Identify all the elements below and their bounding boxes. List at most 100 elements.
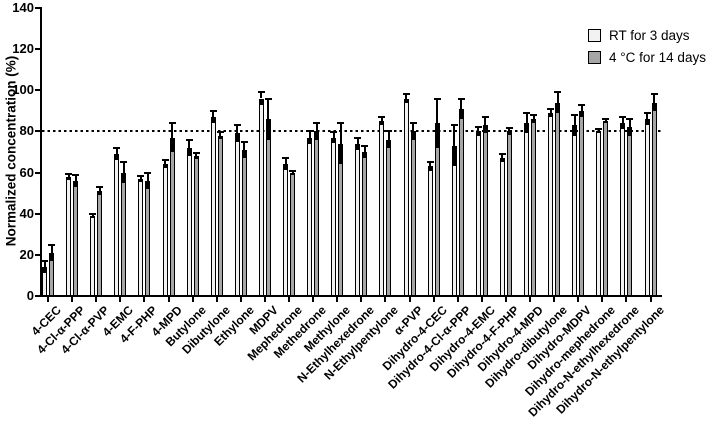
bar-4-°c-for-14-days bbox=[121, 172, 127, 296]
error-bar-cap bbox=[257, 91, 265, 94]
bar-4-°c-for-14-days bbox=[603, 121, 609, 296]
error-bar-whisker bbox=[508, 128, 511, 132]
error-bar-whisker bbox=[363, 145, 366, 152]
error-bar-inner bbox=[43, 267, 46, 274]
x-axis-tick bbox=[167, 297, 170, 302]
error-bar-inner bbox=[356, 143, 360, 150]
error-bar-cap bbox=[505, 127, 513, 130]
error-bar-whisker bbox=[115, 147, 118, 155]
error-bar-whisker bbox=[646, 112, 648, 120]
error-bar-whisker bbox=[243, 141, 246, 150]
error-bar-cap bbox=[498, 153, 506, 156]
error-bar-inner bbox=[332, 137, 336, 143]
error-bar-whisker bbox=[236, 125, 239, 134]
error-bar-whisker bbox=[405, 94, 407, 99]
legend-label-4c: 4 °C for 14 days bbox=[609, 49, 706, 65]
error-bar-cap bbox=[209, 109, 217, 112]
error-bar-inner bbox=[315, 131, 319, 140]
error-bar-inner bbox=[291, 172, 294, 175]
error-bar-inner bbox=[211, 117, 215, 124]
error-bar-whisker bbox=[356, 137, 359, 144]
error-bar-inner bbox=[411, 131, 415, 140]
bar-rt-for-3-days bbox=[258, 98, 264, 296]
error-bar-cap bbox=[571, 113, 579, 116]
error-bar-whisker bbox=[501, 154, 504, 159]
error-bar-cap bbox=[240, 140, 248, 143]
x-axis-tick bbox=[456, 297, 459, 302]
y-axis-tick bbox=[35, 212, 40, 215]
error-bar-inner bbox=[549, 112, 553, 118]
error-bar-cap bbox=[96, 185, 104, 188]
error-bar-cap bbox=[144, 171, 152, 174]
bar-rt-for-3-days bbox=[283, 164, 288, 296]
error-bar-whisker bbox=[291, 170, 294, 173]
error-bar-cap bbox=[354, 136, 362, 139]
error-bar-inner bbox=[525, 123, 528, 134]
y-axis-tick bbox=[35, 130, 40, 133]
y-axis-tick bbox=[35, 48, 40, 51]
bar-4-°c-for-14-days bbox=[290, 172, 295, 296]
error-bar-cap bbox=[48, 243, 55, 246]
y-axis-line bbox=[40, 7, 42, 297]
error-bar-inner bbox=[146, 180, 150, 190]
y-tick-label: 20 bbox=[19, 246, 34, 262]
x-axis-tick bbox=[384, 297, 387, 302]
bar-4-°c-for-14-days bbox=[217, 135, 223, 296]
x-axis-line bbox=[40, 295, 662, 297]
error-bar-whisker bbox=[267, 98, 270, 120]
error-bar-cap bbox=[481, 116, 489, 119]
y-tick-label: 140 bbox=[12, 0, 34, 15]
error-bar-inner bbox=[532, 119, 535, 124]
error-bar-inner bbox=[218, 135, 222, 139]
error-bar-inner bbox=[363, 152, 367, 159]
bar-4-°c-for-14-days bbox=[241, 149, 247, 296]
bar-4-°c-for-14-days bbox=[97, 191, 103, 296]
y-tick-label: 100 bbox=[12, 82, 34, 98]
bar-rt-for-3-days bbox=[451, 145, 457, 296]
x-axis-tick bbox=[288, 297, 290, 302]
error-bar-cap bbox=[626, 118, 634, 121]
bar-4-°c-for-14-days bbox=[627, 127, 633, 296]
bar-rt-for-3-days bbox=[66, 176, 72, 296]
error-bar-whisker bbox=[332, 132, 335, 138]
bar-rt-for-3-days bbox=[331, 137, 337, 296]
bar-4-°c-for-14-days bbox=[265, 119, 271, 296]
x-axis-tick bbox=[263, 297, 266, 302]
error-bar-cap bbox=[530, 113, 537, 116]
error-bar-inner bbox=[476, 131, 480, 136]
error-bar-inner bbox=[580, 110, 584, 117]
error-bar-whisker bbox=[284, 158, 287, 165]
error-bar-inner bbox=[404, 98, 408, 103]
error-bar-inner bbox=[122, 172, 126, 183]
error-bar-inner bbox=[187, 147, 191, 157]
error-bar-cap bbox=[330, 131, 338, 134]
error-bar-whisker bbox=[98, 186, 101, 192]
error-bar-inner bbox=[387, 139, 391, 148]
bar-4-°c-for-14-days bbox=[193, 156, 199, 296]
error-bar-whisker bbox=[195, 153, 198, 157]
error-bar-inner bbox=[170, 137, 174, 152]
error-bar-whisker bbox=[436, 98, 439, 124]
error-bar-inner bbox=[452, 145, 456, 167]
bar-rt-for-3-days bbox=[42, 267, 47, 296]
y-axis-tick bbox=[35, 295, 40, 297]
error-bar-inner bbox=[259, 98, 263, 105]
error-bar-inner bbox=[91, 215, 95, 218]
error-bar-cap bbox=[578, 103, 586, 106]
legend-item-4c: 4 °C for 14 days bbox=[588, 46, 706, 68]
y-tick-label: 40 bbox=[19, 205, 34, 221]
error-bar-whisker bbox=[219, 132, 222, 136]
error-bar-whisker bbox=[50, 244, 53, 253]
error-bar-whisker bbox=[532, 114, 535, 120]
x-axis-tick bbox=[432, 297, 435, 302]
bar-rt-for-3-days bbox=[644, 119, 650, 296]
error-bar-inner bbox=[67, 176, 71, 180]
y-axis-tick bbox=[35, 171, 40, 174]
error-bar-whisker bbox=[604, 119, 607, 122]
bar-rt-for-3-days bbox=[548, 112, 554, 296]
error-bar-cap bbox=[113, 146, 121, 149]
error-bar-cap bbox=[474, 126, 482, 129]
error-bar-whisker bbox=[67, 173, 70, 177]
bar-4-°c-for-14-days bbox=[73, 180, 79, 296]
